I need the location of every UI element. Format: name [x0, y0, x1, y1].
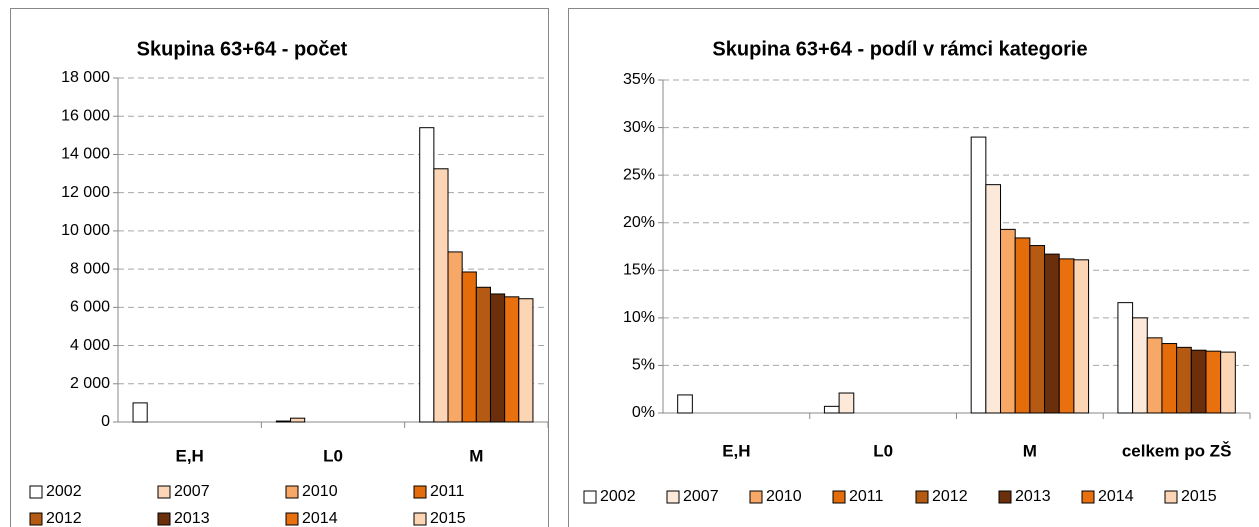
bar	[1190, 349, 1207, 414]
y-tick-label: 2 000	[70, 375, 110, 392]
bar	[1058, 258, 1075, 414]
chart-frame	[568, 8, 1259, 527]
y-tick-label: 30%	[623, 119, 655, 136]
bar	[1205, 350, 1222, 414]
bar	[1146, 337, 1163, 414]
bar	[275, 420, 292, 423]
legend-label: 2011	[430, 483, 465, 500]
legend-swatch	[157, 512, 171, 526]
legend-label: 2013	[1015, 488, 1051, 505]
bar	[1161, 343, 1178, 414]
legend-swatch	[666, 490, 680, 504]
bar	[132, 402, 148, 423]
legend-label: 2015	[1181, 488, 1217, 505]
bar	[447, 251, 463, 423]
y-tick-label: 20%	[623, 214, 655, 231]
y-tick-label: 18 000	[61, 69, 110, 86]
legend-swatch	[832, 490, 846, 504]
chart-title: Skupina 63+64 - podíl v rámci kategorie	[712, 38, 1087, 60]
x-tick-label: E,H	[722, 441, 750, 460]
bar	[677, 394, 693, 414]
chart-frame	[10, 8, 549, 527]
legend-swatch	[583, 490, 597, 504]
x-tick-label: M	[469, 446, 483, 465]
y-tick-label: 5%	[632, 357, 655, 374]
bar	[518, 298, 534, 423]
bar	[823, 405, 840, 414]
chart-title: Skupina 63+64 - počet	[137, 38, 348, 60]
legend-swatch	[413, 485, 427, 499]
bar	[1220, 351, 1236, 414]
y-tick-label: 12 000	[61, 184, 110, 201]
legend-label: 2015	[430, 510, 466, 527]
bar	[504, 296, 520, 423]
x-tick-label: E,H	[175, 446, 203, 465]
bar	[1132, 317, 1148, 414]
bar	[985, 184, 1002, 414]
legend-swatch	[1164, 490, 1178, 504]
legend-label: 2014	[302, 510, 338, 527]
legend-swatch	[998, 490, 1012, 504]
x-tick-label: M	[1023, 441, 1037, 460]
legend-swatch	[29, 512, 43, 526]
y-tick-label: 35%	[623, 71, 655, 88]
legend-label: 2007	[174, 483, 210, 500]
bar	[1176, 346, 1192, 414]
y-tick-label: 25%	[623, 166, 655, 183]
legend-label: 2011	[849, 488, 884, 505]
bar	[1029, 245, 1046, 414]
legend-swatch	[1081, 490, 1095, 504]
legend-label: 2002	[600, 488, 636, 505]
bar	[1014, 237, 1031, 414]
y-tick-label: 0	[101, 413, 110, 430]
y-tick-label: 10 000	[61, 222, 110, 239]
y-tick-label: 6 000	[70, 299, 110, 316]
y-tick-label: 10%	[623, 309, 655, 326]
x-tick-label: L0	[873, 441, 893, 460]
y-tick-label: 15%	[623, 262, 655, 279]
legend-label: 2010	[766, 488, 802, 505]
bar	[1073, 259, 1090, 414]
legend-label: 2007	[683, 488, 719, 505]
y-tick-label: 14 000	[61, 146, 110, 163]
bar	[290, 417, 306, 423]
y-tick-label: 16 000	[61, 107, 110, 124]
legend-swatch	[413, 512, 427, 526]
bar	[475, 286, 491, 423]
legend-swatch	[749, 490, 763, 504]
bar	[970, 136, 987, 414]
y-tick-label: 0%	[632, 404, 655, 421]
bar	[461, 271, 477, 423]
legend-swatch	[285, 485, 299, 499]
bar	[1117, 302, 1134, 414]
legend-label: 2012	[46, 510, 82, 527]
x-tick-label: celkem po ZŠ	[1122, 441, 1232, 460]
bar	[838, 392, 855, 414]
legend-label: 2013	[174, 510, 210, 527]
legend-swatch	[157, 485, 171, 499]
legend-swatch	[915, 490, 929, 504]
legend-swatch	[285, 512, 299, 526]
bar	[1000, 228, 1016, 414]
legend-label: 2002	[46, 483, 82, 500]
y-tick-label: 8 000	[70, 260, 110, 277]
legend-label: 2012	[932, 488, 968, 505]
bar	[433, 168, 449, 423]
y-tick-label: 4 000	[70, 337, 110, 354]
bar	[1044, 253, 1060, 414]
legend-label: 2014	[1098, 488, 1134, 505]
bar	[489, 293, 506, 423]
x-tick-label: L0	[323, 446, 343, 465]
legend-label: 2010	[302, 483, 338, 500]
bar	[419, 127, 435, 423]
legend-swatch	[29, 485, 43, 499]
